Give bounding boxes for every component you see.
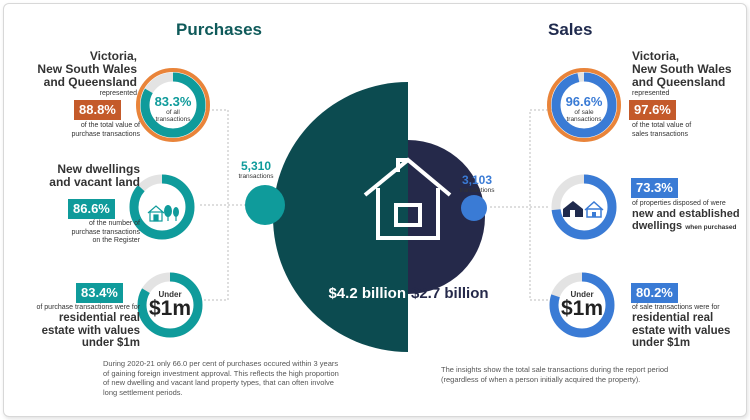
purchases-count-label: transactions — [238, 173, 274, 180]
sales-under-ring-label: Under $1m — [552, 290, 612, 319]
sales-under-small: Under — [570, 290, 594, 299]
sales-new-caption: of properties disposed of were — [632, 200, 726, 207]
sales-under-bold: residential real estate with values unde… — [632, 312, 731, 349]
purchases-states-text: Victoria, New South Wales and Queensland — [37, 49, 137, 89]
sales-under-caption: of sale transactions were for — [632, 304, 720, 311]
sales-new-suffix: when purchased — [685, 224, 737, 231]
sales-ring-states — [547, 68, 621, 142]
purchases-value-badge: 88.8% — [74, 100, 121, 120]
purchases-ring-under-fill — [137, 272, 203, 338]
purchases-half-circle — [273, 82, 408, 352]
purchases-dwellings-caption: of the number of purchase transactions o… — [71, 220, 140, 244]
purchases-under-big: $1m — [148, 297, 192, 320]
purchases-ring-states — [136, 68, 210, 142]
purchases-ring1-pct: 83.3% — [154, 94, 192, 109]
sales-count-block: 3,103 transactions — [455, 174, 499, 196]
purchases-under-ring-label: Under $1m — [140, 290, 200, 319]
purchases-under-caption: of purchase transactions were for — [36, 304, 141, 311]
purchases-ring-under — [137, 272, 203, 338]
purchases-ring-states-fill — [140, 72, 206, 138]
purchases-value-caption: of the total value of purchase transacti… — [71, 122, 140, 138]
sales-ring1-caption: of sale transactions — [566, 109, 602, 123]
sales-total: $2.7 billion — [411, 285, 489, 302]
purchases-represented: represented — [99, 90, 137, 97]
purchases-under-bold: residential real estate with values unde… — [41, 312, 140, 349]
sales-ring1-pct: 96.6% — [565, 94, 603, 109]
sales-new-bold: new and established dwellings — [632, 208, 740, 232]
purchases-dot — [245, 185, 285, 225]
sales-ring-under — [549, 272, 615, 338]
purchases-ring-states-outer — [136, 68, 210, 142]
two-houses-icon — [563, 200, 604, 218]
sales-new-badge: 73.3% — [631, 178, 678, 198]
sales-represented: represented — [632, 90, 670, 97]
purchases-ring-dwellings — [129, 174, 195, 240]
sales-ring-states-outer — [547, 68, 621, 142]
sales-ring-states-fill — [551, 72, 617, 138]
sales-connectors — [490, 109, 552, 301]
purchases-connectors — [200, 109, 245, 301]
purchases-under-small: Under — [158, 290, 182, 299]
sales-value-caption: of the total value of sales transactions — [632, 122, 692, 138]
sales-ring-under-fill — [549, 272, 615, 338]
sales-title: Sales — [548, 20, 593, 39]
sales-states-text: Victoria, New South Wales and Queensland — [632, 49, 732, 89]
purchases-ring-dwellings-fill — [129, 174, 195, 240]
purchases-under-badge: 83.4% — [76, 283, 123, 303]
purchases-count: 5,310 — [240, 159, 272, 173]
sales-under-big: $1m — [560, 297, 604, 320]
sales-count-label: transactions — [459, 187, 495, 194]
sales-ring-new-fill — [551, 174, 617, 240]
purchases-ring1-caption: of all transactions — [155, 109, 191, 123]
sales-ring-new — [551, 174, 617, 240]
house-icon — [363, 157, 452, 240]
purchases-note: During 2020-21 only 66.0 per cent of pur… — [103, 359, 339, 397]
sales-dot — [461, 195, 487, 221]
sales-ring1-label: 96.6% of sale transactions — [549, 94, 619, 124]
purchases-dwellings-text: New dwellings and vacant land — [49, 162, 140, 189]
purchases-count-block: 5,310 transactions — [234, 160, 278, 182]
sales-value-badge: 97.6% — [629, 100, 676, 120]
purchases-ring1-label: 83.3% of all transactions — [138, 94, 208, 124]
sales-new-text: new and established dwellings when purch… — [632, 208, 744, 233]
purchases-dwellings-badge: 86.6% — [68, 199, 115, 219]
sales-count: 3,103 — [461, 173, 493, 187]
purchases-title: Purchases — [176, 20, 262, 39]
sales-note: The insights show the total sale transac… — [441, 365, 669, 384]
sales-under-badge: 80.2% — [631, 283, 678, 303]
purchases-total: $4.2 billion — [328, 285, 406, 302]
house-tree-icon — [147, 205, 179, 222]
